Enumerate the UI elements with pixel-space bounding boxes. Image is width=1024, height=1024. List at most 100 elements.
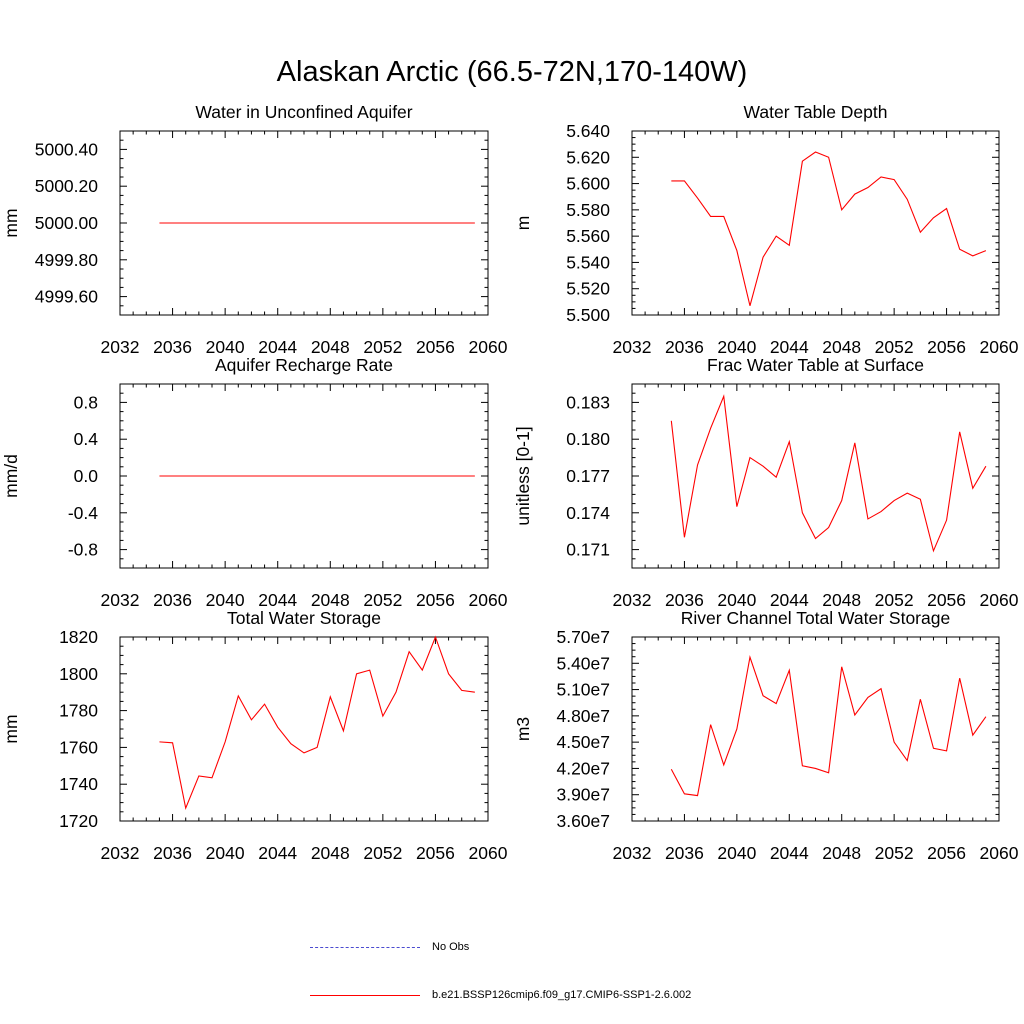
- panel-5-series-line-1: [159, 635, 475, 811]
- panel-5-chart-title: Total Water Storage: [227, 608, 381, 628]
- panel-5-x-tick-label: 2044: [258, 843, 297, 863]
- panel-4-y-tick-label: 0.180: [566, 429, 610, 449]
- panel-5-y-tick-label: 1740: [59, 774, 98, 794]
- panel-6-x-tick-label: 2044: [770, 843, 809, 863]
- panel-4-x-tick-label: 2060: [980, 590, 1019, 610]
- panel-4-x-tick-label: 2056: [927, 590, 966, 610]
- panel-2-x-tick-label: 2052: [875, 337, 914, 357]
- panel-6-x-tick-label: 2040: [717, 843, 756, 863]
- panel-2-plot-frame: [631, 130, 1000, 316]
- panel-4-x-tick-label: 2044: [770, 590, 809, 610]
- panel-5-y-tick-label: 1760: [59, 737, 98, 757]
- panel-2-x-tick-label: 2036: [665, 337, 704, 357]
- panel-5-y-tick-label: 1720: [59, 811, 98, 831]
- legend-swatch-dashed: [310, 947, 420, 948]
- panel-5-x-tick-label: 2056: [416, 843, 455, 863]
- panel-1-x-tick-label: 2052: [363, 337, 402, 357]
- panel-2-x-tick-label: 2060: [980, 337, 1019, 357]
- panel-1-chart-title: Water in Unconfined Aquifer: [195, 102, 412, 122]
- panel-1-y-tick-label: 4999.60: [35, 287, 99, 307]
- panel-5-x-tick-label: 2048: [311, 843, 350, 863]
- panel-6-x-tick-label: 2036: [665, 843, 704, 863]
- panel-2-x-tick-label: 2048: [822, 337, 861, 357]
- panel-3-x-tick-label: 2040: [206, 590, 245, 610]
- panel-1-x-tick-label: 2060: [469, 337, 508, 357]
- panel-6-chart-title: River Channel Total Water Storage: [681, 608, 950, 628]
- panel-4-x-tick-label: 2040: [717, 590, 756, 610]
- panel-2-y-tick-label: 5.520: [566, 279, 610, 299]
- panel-3-y-tick-label: 0.4: [74, 429, 99, 449]
- panel-3-x-tick-label: 2048: [311, 590, 350, 610]
- panel-1-y-tick-label: 5000.00: [35, 213, 99, 233]
- panel-4-x-tick-label: 2052: [875, 590, 914, 610]
- panel-6-x-tick-label: 2056: [927, 843, 966, 863]
- panel-2-y-tick-label: 5.640: [566, 121, 610, 141]
- panel-2-y-tick-label: 5.620: [566, 147, 610, 167]
- panel-4-chart-title: Frac Water Table at Surface: [707, 355, 924, 375]
- panel-6-x-tick-label: 2032: [613, 843, 652, 863]
- panel-3-chart-title: Aquifer Recharge Rate: [215, 355, 393, 375]
- panel-6-y-tick-label: 5.40e7: [556, 653, 610, 673]
- panel-6-series-line-1: [670, 654, 987, 797]
- panel-3-y-tick-label: 0.0: [74, 466, 99, 486]
- panel-4-y-tick-label: 0.177: [566, 466, 610, 486]
- panel-5-plot-frame: [119, 636, 489, 822]
- panel-6-y-tick-label: 4.80e7: [556, 706, 610, 726]
- panel-1-y-tick-label: 5000.20: [35, 176, 99, 196]
- legend-swatch-solid: [310, 995, 420, 996]
- panel-5-x-tick-label: 2052: [363, 843, 402, 863]
- panel-2-y-tick-label: 5.500: [566, 305, 610, 325]
- panel-1-x-tick-label: 2056: [416, 337, 455, 357]
- panel-6-y-axis-label: m3: [513, 717, 533, 741]
- panel-1-y-tick-label: 5000.40: [35, 139, 99, 159]
- panel-2-y-tick-label: 5.600: [566, 174, 610, 194]
- panel-4-x-tick-label: 2048: [822, 590, 861, 610]
- panel-1-x-tick-label: 2044: [258, 337, 297, 357]
- panel-2-y-tick-label: 5.560: [566, 226, 610, 246]
- panel-3-x-tick-label: 2060: [469, 590, 508, 610]
- panel-4-plot-frame: [631, 383, 1000, 569]
- panel-3-y-axis-label: mm/d: [1, 454, 21, 498]
- panel-1-x-tick-label: 2032: [101, 337, 140, 357]
- panel-5-x-tick-label: 2036: [153, 843, 192, 863]
- panel-5-x-tick-label: 2040: [206, 843, 245, 863]
- panel-4-y-tick-label: 0.174: [566, 503, 610, 523]
- panel-5-x-tick-label: 2032: [101, 843, 140, 863]
- panel-2-x-tick-label: 2056: [927, 337, 966, 357]
- panel-1-x-tick-label: 2048: [311, 337, 350, 357]
- panel-3-y-tick-label: 0.8: [74, 392, 98, 412]
- panel-4-y-axis-label: unitless [0-1]: [513, 426, 533, 525]
- panel-3-x-tick-label: 2052: [363, 590, 402, 610]
- panel-4-y-tick-label: 0.183: [566, 392, 610, 412]
- panel-5-y-tick-label: 1800: [59, 664, 98, 684]
- panel-3-x-tick-label: 2032: [101, 590, 140, 610]
- panel-3-x-tick-label: 2056: [416, 590, 455, 610]
- panel-6-x-tick-label: 2060: [980, 843, 1019, 863]
- panel-2-x-tick-label: 2032: [613, 337, 652, 357]
- panel-4-series-line-1: [670, 394, 987, 553]
- panel-4-x-tick-label: 2032: [613, 590, 652, 610]
- panel-2-y-tick-label: 5.540: [566, 252, 610, 272]
- panel-6-y-tick-label: 5.70e7: [556, 627, 610, 647]
- page-title: Alaskan Arctic (66.5-72N,170-140W): [276, 56, 748, 88]
- panel-6-x-tick-label: 2052: [875, 843, 914, 863]
- panel-6-y-tick-label: 3.60e7: [556, 811, 610, 831]
- panel-6-x-tick-label: 2048: [822, 843, 861, 863]
- legend-label-model: b.e21.BSSP126cmip6.f09_g17.CMIP6-SSP1-2.…: [432, 989, 692, 1001]
- panel-2-series-line-1: [671, 151, 987, 306]
- panel-6-plot-frame: [631, 636, 1000, 822]
- panel-3-x-tick-label: 2036: [153, 590, 192, 610]
- panel-6-y-tick-label: 4.50e7: [556, 732, 610, 752]
- panel-1-x-tick-label: 2040: [206, 337, 245, 357]
- panel-6-y-tick-label: 4.20e7: [556, 758, 610, 778]
- panel-1-y-axis-label: mm: [1, 208, 21, 237]
- panel-3-y-tick-label: -0.8: [68, 540, 98, 560]
- panel-5-y-tick-label: 1780: [59, 701, 98, 721]
- panel-5-y-axis-label: mm: [1, 714, 21, 743]
- panel-3-x-tick-label: 2044: [258, 590, 297, 610]
- panel-2-chart-title: Water Table Depth: [744, 102, 888, 122]
- panel-6-y-tick-label: 3.90e7: [556, 785, 610, 805]
- panel-5-x-tick-label: 2060: [469, 843, 508, 863]
- legend-label-no-obs: No Obs: [432, 941, 470, 953]
